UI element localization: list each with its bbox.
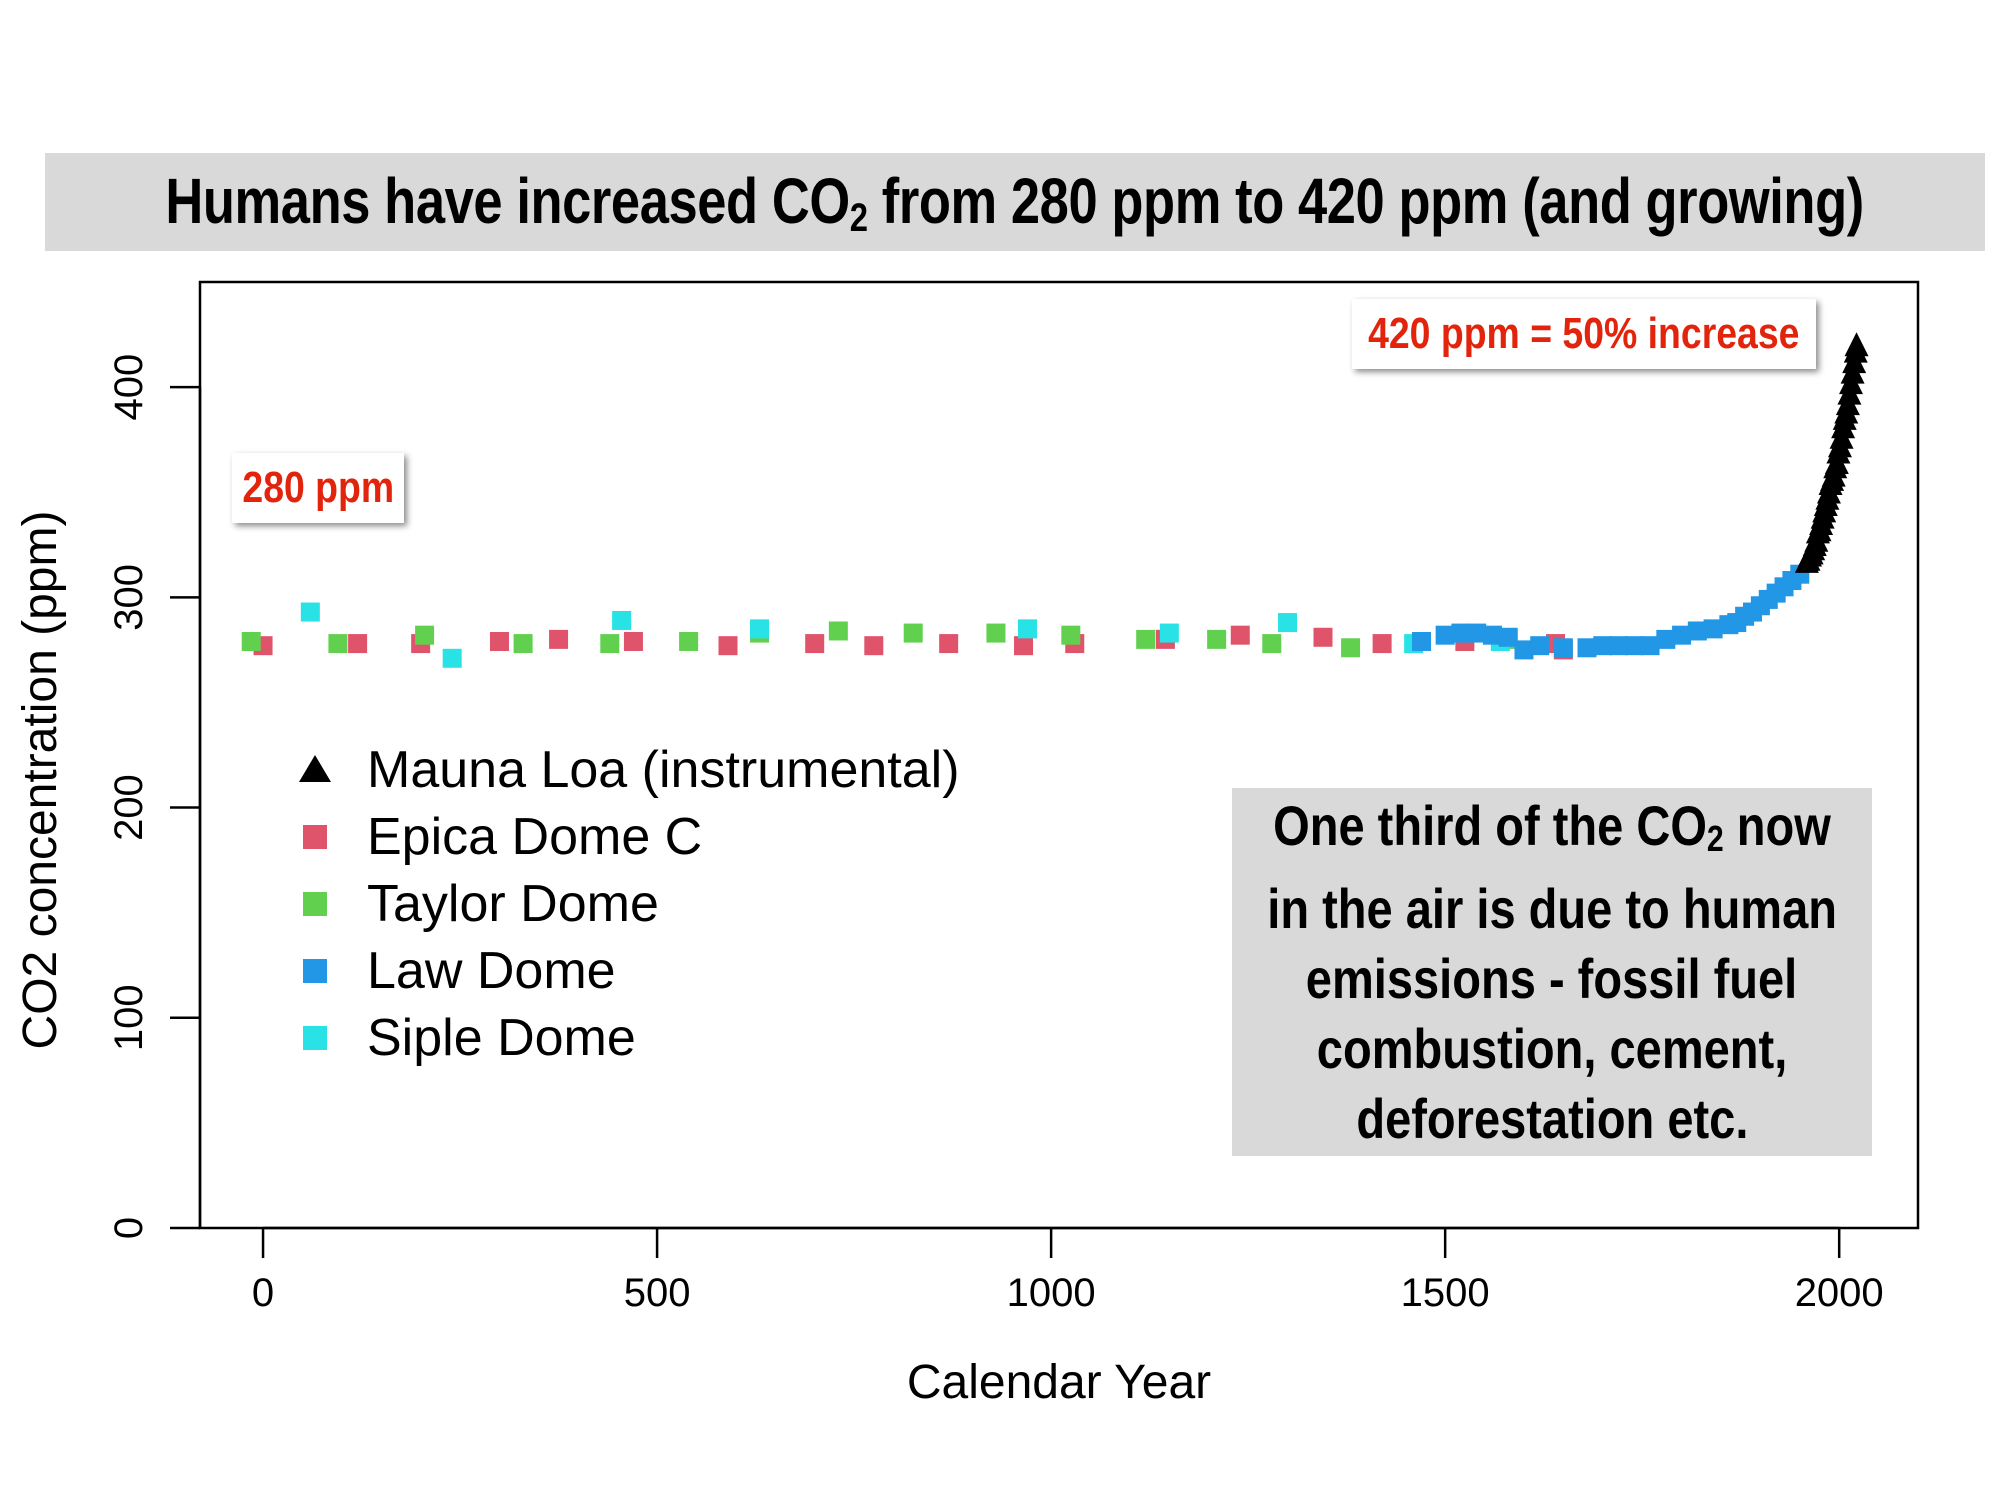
info-line-1-post: now	[1723, 793, 1831, 857]
legend-marker	[303, 959, 327, 983]
data-point-law-dome	[1609, 636, 1629, 656]
data-point-taylor-dome	[415, 625, 435, 645]
data-point-epica-dome-c	[1313, 627, 1333, 647]
data-point-law-dome	[1451, 623, 1471, 643]
data-point-siple-dome	[750, 619, 770, 639]
data-point-taylor-dome	[1207, 629, 1227, 649]
data-point-taylor-dome	[1341, 638, 1361, 658]
data-point-law-dome	[1577, 638, 1597, 658]
data-point-epica-dome-c	[489, 631, 509, 651]
data-point-taylor-dome	[600, 634, 620, 654]
info-box: One third of the CO2 now in the air is d…	[1232, 788, 1872, 1156]
legend-marker	[303, 1026, 327, 1050]
data-point-epica-dome-c	[864, 636, 884, 656]
data-point-law-dome	[1530, 636, 1550, 656]
legend-marker	[299, 755, 331, 782]
x-tick-label: 2000	[1795, 1271, 1884, 1315]
legend-label: Siple Dome	[367, 1009, 636, 1067]
info-line-4: combustion, cement,	[1316, 1016, 1788, 1080]
data-point-epica-dome-c	[549, 629, 569, 649]
info-line-1: One third of the CO2 now	[1273, 791, 1831, 874]
info-line-5: deforestation etc.	[1355, 1086, 1749, 1150]
y-axis-label: CO2 concentration (ppm)	[14, 511, 67, 1050]
x-tick-label: 1000	[1007, 1271, 1096, 1315]
data-point-taylor-dome	[679, 631, 699, 651]
data-point-epica-dome-c	[623, 631, 643, 651]
legend: Mauna Loa (instrumental) Epica Dome C Tayl…	[299, 741, 960, 1067]
data-point-law-dome	[1687, 621, 1707, 641]
y-tick-label: 100	[107, 984, 151, 1051]
data-point-law-dome	[1435, 625, 1455, 645]
data-point-epica-dome-c	[1372, 634, 1392, 654]
data-marks	[241, 332, 1869, 668]
data-point-law-dome	[1593, 636, 1613, 656]
data-point-epica-dome-c	[1230, 625, 1250, 645]
data-point-law-dome	[1624, 636, 1644, 656]
y-tick-label: 300	[107, 564, 151, 631]
data-point-siple-dome	[442, 648, 462, 668]
legend-label: Taylor Dome	[367, 875, 659, 933]
data-point-taylor-dome	[1136, 629, 1156, 649]
data-point-taylor-dome	[241, 631, 261, 651]
title-text-pre: Humans have increased CO	[165, 164, 851, 237]
data-point-mauna-loa	[1844, 332, 1869, 357]
legend-marker	[303, 892, 327, 916]
data-point-law-dome	[1703, 619, 1723, 639]
data-point-taylor-dome	[513, 634, 533, 654]
data-point-taylor-dome	[903, 623, 923, 643]
annotation-baseline: 280 ppm	[232, 453, 404, 523]
title-text-post: from 280 ppm to 420 ppm (and growing)	[867, 164, 1865, 237]
info-line-3: emissions - fossil fuel	[1306, 946, 1798, 1010]
data-point-siple-dome	[1278, 613, 1298, 633]
data-point-taylor-dome	[828, 621, 848, 641]
chart-title: Humans have increased CO2 from 280 ppm t…	[165, 164, 1865, 241]
info-line-2: in the air is due to human	[1267, 876, 1837, 940]
data-point-taylor-dome	[328, 634, 348, 654]
annotation-current: 420 ppm = 50% increase	[1352, 299, 1816, 369]
data-point-epica-dome-c	[718, 636, 738, 656]
y-tick-label: 0	[107, 1217, 151, 1239]
annotation-current-text: 420 ppm = 50% increase	[1368, 309, 1800, 358]
data-point-law-dome	[1640, 636, 1660, 656]
axes: 0 500 1000 1500 2000 Calendar Year 0 100 200 300 4…	[14, 354, 1884, 1409]
legend-label: Mauna Loa (instrumental)	[367, 741, 960, 799]
data-point-epica-dome-c	[348, 634, 368, 654]
data-point-taylor-dome	[1061, 625, 1081, 645]
data-point-law-dome	[1498, 627, 1518, 647]
data-point-law-dome	[1656, 629, 1676, 649]
info-line-1-sub: 2	[1706, 817, 1724, 859]
x-axis-label: Calendar Year	[907, 1356, 1211, 1409]
title-subscript: 2	[850, 195, 868, 240]
title-bar: Humans have increased CO2 from 280 ppm t…	[45, 153, 1985, 251]
legend-marker	[303, 825, 327, 849]
y-tick-label: 200	[107, 774, 151, 841]
info-line-1-pre: One third of the CO	[1273, 793, 1707, 857]
x-tick-label: 0	[252, 1271, 274, 1315]
data-point-siple-dome	[300, 602, 320, 622]
data-point-law-dome	[1467, 623, 1487, 643]
data-point-siple-dome	[1159, 623, 1179, 643]
data-point-taylor-dome	[1262, 634, 1282, 654]
data-point-law-dome	[1482, 625, 1502, 645]
data-point-epica-dome-c	[939, 634, 959, 654]
data-point-taylor-dome	[986, 623, 1006, 643]
data-point-epica-dome-c	[1014, 636, 1034, 656]
data-point-siple-dome	[1017, 619, 1037, 639]
data-point-epica-dome-c	[805, 634, 825, 654]
y-tick-label: 400	[107, 354, 151, 421]
annotation-baseline-text: 280 ppm	[242, 463, 394, 512]
x-tick-label: 1500	[1401, 1271, 1490, 1315]
data-point-law-dome	[1672, 625, 1692, 645]
data-point-siple-dome	[612, 610, 632, 630]
data-point-law-dome	[1412, 631, 1432, 651]
data-point-law-dome	[1514, 640, 1534, 660]
x-tick-label: 500	[624, 1271, 691, 1315]
data-point-law-dome	[1553, 638, 1573, 658]
legend-label: Epica Dome C	[367, 808, 702, 866]
legend-label: Law Dome	[367, 942, 616, 1000]
